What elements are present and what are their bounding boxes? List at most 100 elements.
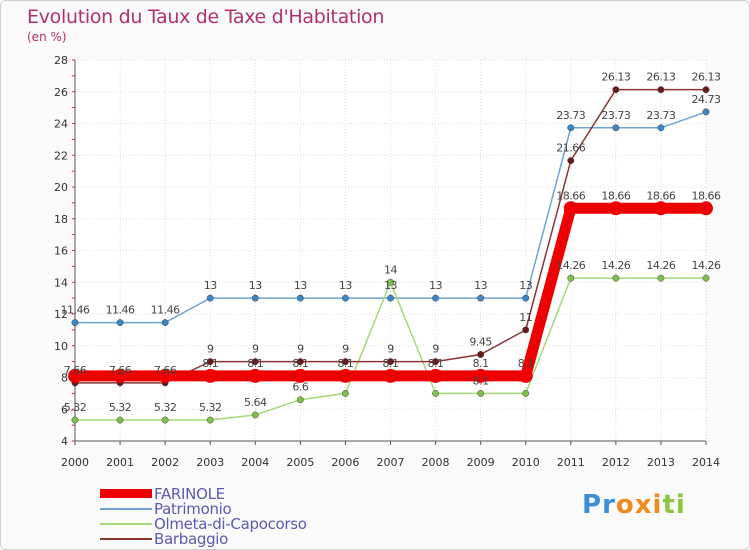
data-label: 18.66: [601, 189, 630, 202]
x-tick-label: 2008: [422, 456, 450, 469]
x-tick-label: 2004: [241, 456, 269, 469]
x-tick-label: 2007: [377, 456, 405, 469]
legend-label: Olmeta-di-Capocorso: [154, 514, 307, 533]
logo-letter: x: [634, 490, 653, 520]
data-label: 21.66: [556, 142, 585, 155]
data-label: 14.26: [646, 259, 675, 272]
data-label: 13: [249, 279, 262, 292]
data-label: 23.73: [646, 109, 675, 122]
data-label: 13: [519, 279, 532, 292]
data-point: [563, 201, 578, 216]
data-point: [657, 86, 665, 94]
data-point: [113, 368, 128, 383]
y-tick-label: 18: [54, 213, 68, 226]
data-point: [522, 389, 530, 397]
data-label: 9: [207, 343, 214, 356]
data-point: [702, 274, 710, 282]
chart-title: Evolution du Taux de Taxe d'Habitation: [27, 6, 385, 28]
data-label: 8.1: [473, 357, 489, 370]
data-point: [161, 416, 169, 424]
data-label: 14.26: [601, 259, 630, 272]
chart-unit-label: (en %): [27, 30, 67, 44]
data-label: 7.66: [154, 364, 177, 377]
data-point: [206, 294, 214, 302]
data-point: [251, 294, 259, 302]
x-tick-label: 2003: [196, 456, 224, 469]
data-label: 23.73: [556, 109, 585, 122]
data-label: 14.26: [692, 259, 721, 272]
data-label: 5.64: [244, 396, 267, 409]
data-label: 8.1: [202, 357, 218, 370]
data-point: [71, 416, 79, 424]
data-label: 5.32: [199, 401, 222, 414]
x-tick-label: 2014: [692, 456, 720, 469]
logo-letter: o: [615, 490, 635, 520]
data-point: [387, 358, 394, 366]
x-tick-label: 2005: [286, 456, 314, 469]
data-point: [477, 294, 485, 302]
data-point: [341, 389, 349, 397]
legend-swatch: [100, 507, 152, 510]
data-point: [206, 358, 214, 366]
data-point: [428, 368, 443, 383]
data-point: [387, 278, 394, 286]
data-label: 18.66: [692, 189, 721, 202]
data-point: [522, 326, 530, 334]
data-label: 24.73: [692, 93, 721, 106]
y-tick-label: 24: [54, 118, 68, 131]
y-tick-label: 16: [54, 245, 68, 258]
data-label: 9.45: [469, 335, 492, 348]
data-point: [702, 108, 710, 116]
data-label: 13: [429, 279, 442, 292]
data-labels: 8.1 8.1 8.1 8.1 8.1 8.1 8.1 8.1 18.66 18.66 18.66 1…: [61, 71, 722, 414]
y-tick-label: 10: [54, 340, 68, 353]
data-label: 11.46: [151, 304, 180, 317]
chart-legend: FARINOLE Patrimonio Olmeta-di-Capocorso Bar…: [100, 485, 307, 548]
data-label: 8.1: [473, 374, 489, 387]
data-label: 11.46: [106, 304, 135, 317]
x-tick-label: 2002: [151, 456, 179, 469]
data-point: [338, 368, 353, 383]
data-point: [612, 86, 620, 94]
data-point: [203, 368, 218, 383]
data-point: [522, 294, 530, 302]
data-label: 9: [342, 343, 349, 356]
data-point: [296, 294, 304, 302]
data-point: [383, 368, 398, 383]
proxiti-logo: Proxiti: [582, 490, 686, 520]
logo-letter: r: [602, 490, 616, 520]
axes: 4 6 8 10 12 14 16 18 20 22 24 26 28 2000 2001 2002 2003 2…: [54, 54, 720, 469]
data-label: 7.66: [109, 364, 132, 377]
x-tick-label: 2010: [512, 456, 540, 469]
data-label: 18.66: [646, 189, 675, 202]
logo-letter: i: [652, 490, 663, 520]
data-point: [341, 294, 349, 302]
data-point: [702, 86, 710, 94]
data-label: 8.1: [337, 357, 353, 370]
x-tick-label: 2001: [106, 456, 134, 469]
data-point: [657, 274, 665, 282]
data-point: [341, 358, 349, 366]
data-label: 9: [297, 343, 304, 356]
legend-item: Olmeta-di-Capocorso: [100, 514, 307, 533]
y-tick-label: 22: [54, 149, 68, 162]
logo-letter: i: [675, 490, 686, 520]
data-point: [251, 358, 259, 366]
legend-label: Barbaggio: [154, 529, 229, 548]
y-tick-label: 20: [54, 181, 68, 194]
x-tick-label: 2006: [331, 456, 359, 469]
y-tick-label: 26: [54, 86, 68, 99]
legend-item: FARINOLE: [100, 485, 307, 503]
data-label: 8.1: [292, 357, 308, 370]
data-points: [68, 86, 713, 424]
y-tick-label: 8: [61, 372, 68, 385]
y-tick-label: 4: [61, 435, 68, 448]
x-tick-label: 2009: [467, 456, 495, 469]
data-label: 8.1: [518, 357, 534, 370]
data-label: 26.13: [692, 71, 721, 84]
x-tick-label: 2011: [557, 456, 585, 469]
legend-swatch: [100, 522, 152, 525]
data-label: 9: [252, 343, 259, 356]
y-tick-label: 14: [54, 276, 68, 289]
